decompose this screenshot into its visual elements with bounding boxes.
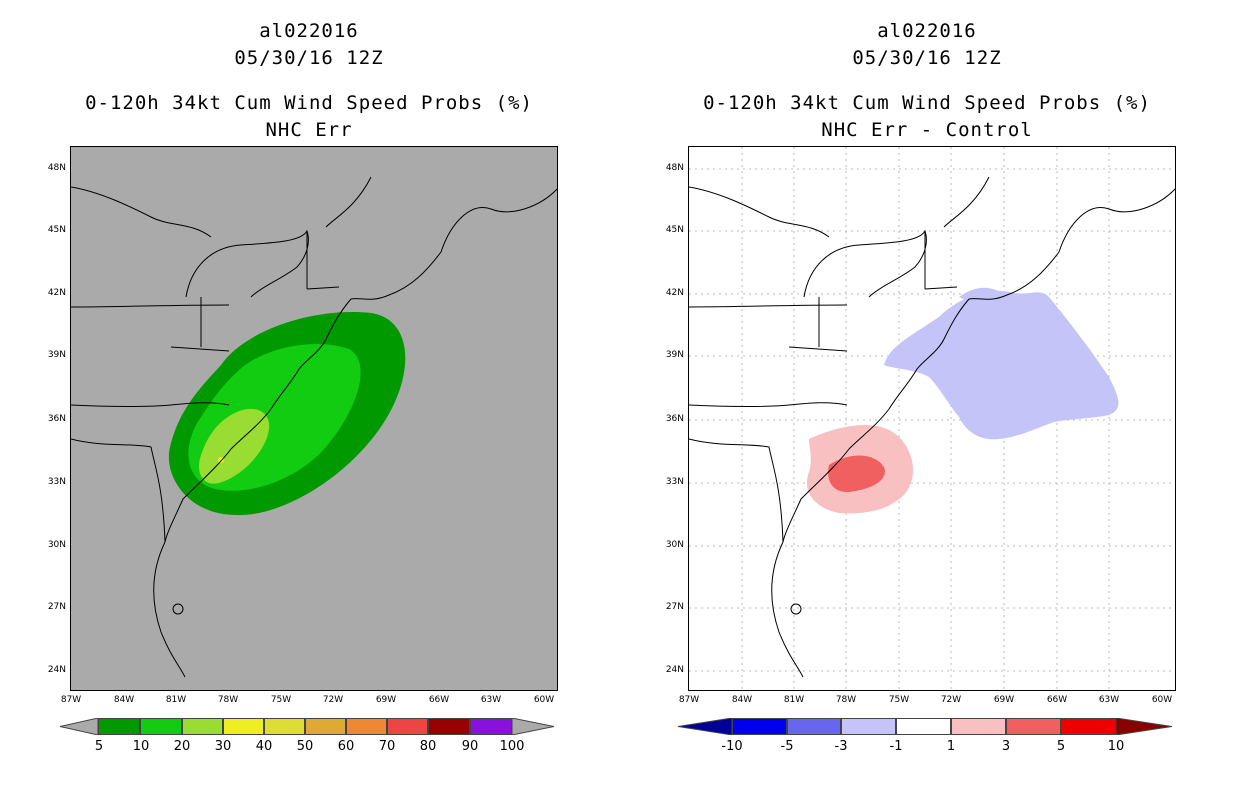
right-lon-label-69: 69W: [993, 695, 1015, 705]
left-lat-label-30: 30N: [47, 540, 66, 550]
left-title-storm: al022016: [259, 20, 359, 42]
left-map-svg: [71, 176, 557, 678]
left-colorbar-high-arrow: [511, 717, 555, 736]
left-cb-label-90: 90: [461, 739, 479, 754]
left-colorbar-swatch-4: [223, 718, 264, 735]
right-colorbar-high-arrow: [1115, 717, 1173, 736]
right-lon-label-81: 81W: [783, 695, 805, 705]
left-colorbar: [59, 717, 555, 736]
right-lon-label-84: 84W: [731, 695, 753, 705]
left-cb-label-60: 60: [337, 739, 355, 754]
left-title-subtitle: NHC Err: [265, 119, 353, 141]
right-lon-label-60: 60W: [1151, 695, 1173, 705]
right-cb-label-m5: -5: [780, 739, 794, 754]
right-title-date: 05/30/16 12Z: [852, 47, 1002, 69]
left-colorbar-low-arrow: [59, 717, 99, 736]
left-cb-label-5: 5: [94, 739, 104, 754]
left-lat-label-45: 45N: [47, 225, 66, 235]
right-lat-label-27: 27N: [665, 602, 684, 612]
right-lon-label-63: 63W: [1098, 695, 1120, 705]
right-title-storm: al022016: [877, 20, 977, 42]
left-map: [70, 146, 558, 691]
left-cb-label-30: 30: [214, 739, 232, 754]
left-colorbar-swatch-8: [387, 718, 428, 735]
left-cb-label-100: 100: [499, 739, 525, 754]
right-lat-label-36: 36N: [665, 414, 684, 424]
left-colorbar-swatch-6: [305, 718, 346, 735]
left-lat-label-48: 48N: [47, 163, 66, 173]
right-colorbar-swatch-8: [1061, 718, 1116, 735]
left-cb-label-70: 70: [378, 739, 396, 754]
left-lat-label-36: 36N: [47, 414, 66, 424]
right-cb-label-m1: -1: [889, 739, 903, 754]
right-colorbar-swatch-2: [732, 718, 787, 735]
right-cb-label-5: 5: [1056, 739, 1066, 754]
right-lat-label-42: 42N: [665, 288, 684, 298]
right-cb-label-3: 3: [1001, 739, 1011, 754]
left-colorbar-swatch-9: [428, 718, 470, 735]
left-cb-label-20: 20: [173, 739, 191, 754]
left-colorbar-swatch-10: [470, 718, 512, 735]
right-cb-label-m3: -3: [834, 739, 848, 754]
left-panel: al022016 05/30/16 12Z 0-120h 34kt Cum Wi…: [47, 20, 558, 754]
right-map-svg: [689, 147, 1175, 690]
left-lon-label-60: 60W: [533, 695, 555, 705]
right-cb-label-1: 1: [946, 739, 956, 754]
left-colorbar-swatch-1: [98, 718, 140, 735]
right-title-subtitle: NHC Err - Control: [821, 119, 1033, 141]
left-lon-label-84: 84W: [113, 695, 135, 705]
left-lon-label-87: 87W: [60, 695, 82, 705]
right-cb-label-10: 10: [1107, 739, 1125, 754]
left-cb-label-10: 10: [132, 739, 150, 754]
diff-contour-negative: [884, 290, 1119, 440]
right-lon-label-75: 75W: [888, 695, 910, 705]
right-map: [688, 146, 1176, 691]
diff-contour-positive-3: [828, 455, 885, 493]
right-colorbar-svg: [677, 717, 1173, 736]
left-cb-label-80: 80: [419, 739, 437, 754]
right-cb-label-m10: -10: [721, 739, 743, 754]
left-title-date: 05/30/16 12Z: [234, 47, 384, 69]
left-lon-label-69: 69W: [375, 695, 397, 705]
right-colorbar: [677, 717, 1173, 736]
right-colorbar-swatch-4: [841, 718, 896, 735]
right-lat-label-33: 33N: [665, 477, 684, 487]
right-colorbar-swatch-5: [896, 718, 951, 735]
right-title-product: 0-120h 34kt Cum Wind Speed Probs (%): [703, 92, 1151, 114]
right-panel: al022016 05/30/16 12Z 0-120h 34kt Cum Wi…: [618, 0, 1236, 800]
left-cb-label-50: 50: [296, 739, 314, 754]
right-lat-label-39: 39N: [665, 350, 684, 360]
left-colorbar-swatch-7: [346, 718, 387, 735]
left-lon-label-81: 81W: [165, 695, 187, 705]
right-colorbar-swatch-7: [1006, 718, 1061, 735]
left-lon-label-75: 75W: [270, 695, 292, 705]
right-colorbar-swatch-6: [951, 718, 1006, 735]
left-lat-label-27: 27N: [47, 602, 66, 612]
left-colorbar-swatch-3: [182, 718, 223, 735]
right-colorbar-low-arrow: [677, 717, 733, 736]
right-lon-label-72: 72W: [940, 695, 962, 705]
right-lat-label-30: 30N: [665, 540, 684, 550]
left-lat-label-42: 42N: [47, 288, 66, 298]
left-cb-label-40: 40: [255, 739, 273, 754]
right-colorbar-swatch-3: [787, 718, 841, 735]
right-lon-label-66: 66W: [1046, 695, 1068, 705]
left-lat-label-39: 39N: [47, 350, 66, 360]
left-title-product: 0-120h 34kt Cum Wind Speed Probs (%): [85, 92, 533, 114]
left-colorbar-swatch-2: [140, 718, 182, 735]
left-lon-label-66: 66W: [428, 695, 450, 705]
left-lon-label-72: 72W: [322, 695, 344, 705]
right-lon-label-87: 87W: [678, 695, 700, 705]
right-lat-label-48: 48N: [665, 163, 684, 173]
right-lat-label-45: 45N: [665, 225, 684, 235]
left-lat-label-24: 24N: [47, 665, 66, 675]
left-lon-label-78: 78W: [217, 695, 239, 705]
left-lat-label-33: 33N: [47, 477, 66, 487]
right-lon-label-78: 78W: [835, 695, 857, 705]
left-colorbar-swatch-5: [264, 718, 305, 735]
right-lat-label-24: 24N: [665, 665, 684, 675]
diff-contour-negative-2: [959, 287, 1007, 305]
right-graticule: [689, 147, 1175, 690]
left-lon-label-63: 63W: [480, 695, 502, 705]
